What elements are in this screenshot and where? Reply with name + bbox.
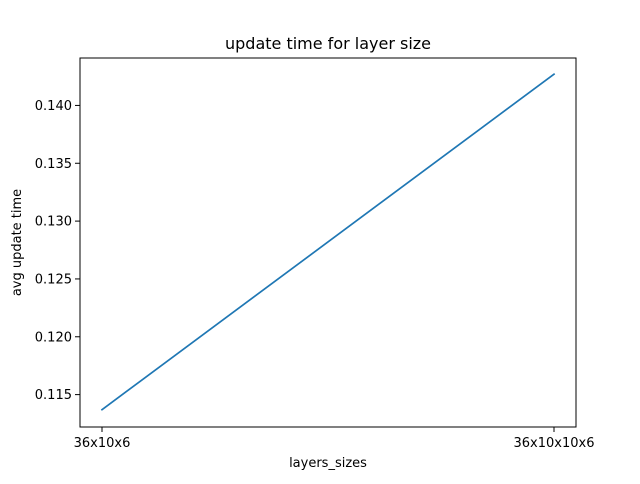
y-tick-label: 0.125	[35, 272, 72, 287]
series-line	[100, 73, 556, 411]
x-tick-label: 36x10x6	[74, 436, 131, 451]
chart-title: update time for layer size	[225, 34, 431, 53]
y-axis-label: avg update time	[10, 189, 25, 296]
y-tick-label: 0.140	[35, 99, 72, 114]
x-axis-label: layers_sizes	[289, 456, 367, 471]
y-tick-label: 0.115	[35, 388, 72, 403]
y-axis-ticks: 0.115 0.120 0.125 0.130 0.135 0.140	[35, 99, 80, 403]
series-group	[100, 73, 556, 411]
plot-area-frame	[79, 57, 577, 428]
y-tick-label: 0.130	[35, 215, 72, 230]
x-axis-ticks: 36x10x6 36x10x10x6	[74, 427, 595, 451]
y-tick-label: 0.120	[35, 330, 72, 345]
x-tick-label: 36x10x10x6	[514, 436, 595, 451]
y-tick-label: 0.135	[35, 157, 72, 172]
